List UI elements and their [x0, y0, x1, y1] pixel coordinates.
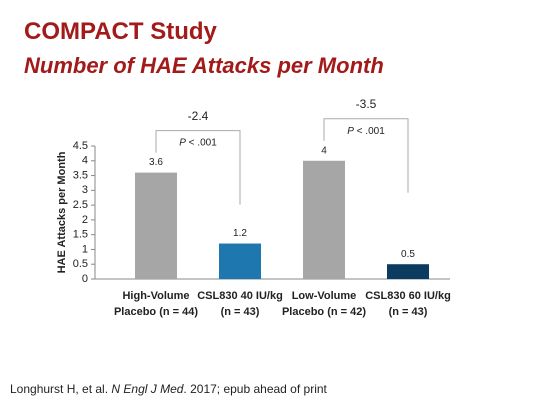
footnote: Longhurst H, et al. N Engl J Med. 2017; … [10, 382, 327, 396]
p-text: < .001 [186, 137, 217, 148]
footnote-text: . 2017; epub ahead of print [183, 382, 327, 396]
y-axis-label: HAE Attacks per Month [56, 151, 68, 273]
value-label: 4 [321, 145, 327, 156]
bar [219, 243, 261, 279]
value-label: 3.6 [149, 157, 163, 168]
y-tick-label: 0 [82, 273, 88, 285]
x-tick-label: High-Volume [122, 290, 189, 302]
bracket [323, 118, 409, 193]
p-text: < .001 [354, 125, 385, 136]
chart-subtitle: Number of HAE Attacks per Month [24, 53, 384, 78]
annotation-p-value: P < .001 [347, 125, 385, 136]
x-tick-label: Placebo (n = 44) [114, 306, 198, 318]
x-tick-label: Placebo (n = 42) [282, 306, 366, 318]
bar [135, 172, 177, 279]
y-tick-label: 4.5 [73, 140, 88, 152]
p-symbol: P [179, 137, 186, 148]
y-tick-label: 3.5 [73, 169, 88, 181]
x-tick-label: CSL830 40 IU/kg [197, 290, 283, 302]
y-tick-label: 3 [82, 184, 88, 196]
annotation-p-value: P < .001 [179, 137, 217, 148]
y-tick-label: 2 [82, 214, 88, 226]
value-label: 1.2 [233, 228, 247, 239]
x-tick-label: CSL830 60 IU/kg [365, 290, 451, 302]
value-label: 0.5 [401, 249, 415, 260]
y-tick-label: 1.5 [73, 229, 88, 241]
y-tick-label: 2.5 [73, 199, 88, 211]
bracket [155, 130, 241, 205]
footnote-text: Longhurst H, et al. [10, 382, 112, 396]
y-tick-label: 4 [82, 155, 88, 167]
bar [387, 264, 429, 279]
footnote-journal: N Engl J Med [111, 382, 184, 396]
y-tick-label: 1 [82, 243, 88, 255]
annotation-difference: -3.5 [356, 97, 377, 111]
p-symbol: P [347, 125, 354, 136]
x-tick-label: (n = 43) [389, 306, 428, 318]
x-tick-label: Low-Volume [292, 290, 357, 302]
chart-title: COMPACT Study [24, 18, 217, 45]
bar [303, 160, 345, 279]
y-tick-label: 0.5 [73, 258, 88, 270]
x-tick-label: (n = 43) [221, 306, 260, 318]
annotation-difference: -2.4 [188, 109, 209, 123]
